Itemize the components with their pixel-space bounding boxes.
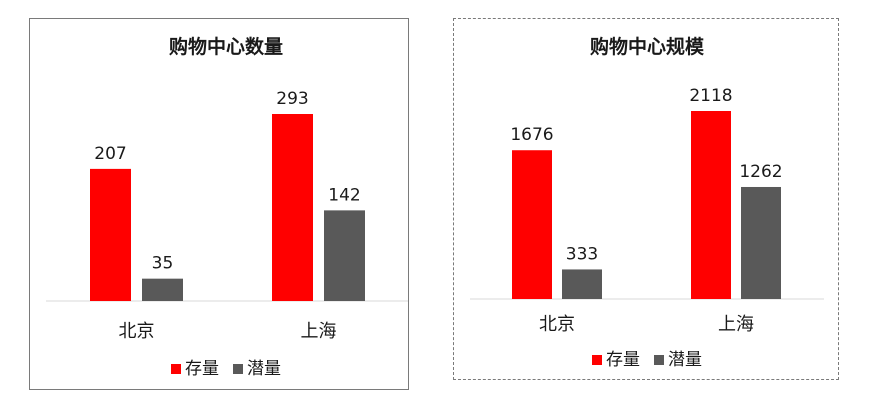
data-label: 293 bbox=[276, 89, 308, 109]
legend-label: 潜量 bbox=[668, 350, 702, 370]
data-label: 1676 bbox=[510, 125, 553, 145]
legend-swatch bbox=[592, 355, 602, 365]
data-label: 142 bbox=[328, 185, 360, 205]
chart-title: 购物中心数量 bbox=[169, 35, 283, 58]
data-label: 1262 bbox=[739, 162, 782, 182]
bar-stock-1 bbox=[691, 111, 731, 299]
legend-label: 潜量 bbox=[247, 359, 281, 379]
x-tick-label: 上海 bbox=[301, 321, 337, 342]
x-tick-label: 上海 bbox=[718, 314, 754, 335]
legend-swatch bbox=[654, 355, 664, 365]
chart-title: 购物中心规模 bbox=[590, 35, 705, 58]
bar-potential-0 bbox=[562, 269, 602, 299]
bar-stock-0 bbox=[512, 150, 552, 299]
bar-stock-0 bbox=[90, 168, 131, 301]
legend-label: 存量 bbox=[606, 350, 640, 370]
chart-panel-size: 购物中心规模 1676 333 北京 2118 1262 上海存量 潜量 bbox=[453, 18, 839, 380]
x-tick-label: 北京 bbox=[119, 321, 155, 342]
data-label: 35 bbox=[152, 254, 174, 274]
legend-label: 存量 bbox=[185, 359, 219, 379]
bar-stock-1 bbox=[272, 114, 313, 301]
data-label: 207 bbox=[94, 144, 126, 164]
legend-swatch bbox=[171, 364, 181, 374]
bar-potential-1 bbox=[741, 186, 781, 299]
bar-potential-0 bbox=[142, 278, 183, 301]
data-label: 2118 bbox=[689, 86, 732, 106]
legend-swatch bbox=[233, 364, 243, 374]
data-label: 333 bbox=[566, 244, 598, 264]
bar-potential-1 bbox=[324, 210, 365, 301]
chart-panel-count: 购物中心数量 207 35 北京 293 142 上海存量 潜量 bbox=[29, 18, 409, 390]
x-tick-label: 北京 bbox=[539, 314, 575, 335]
